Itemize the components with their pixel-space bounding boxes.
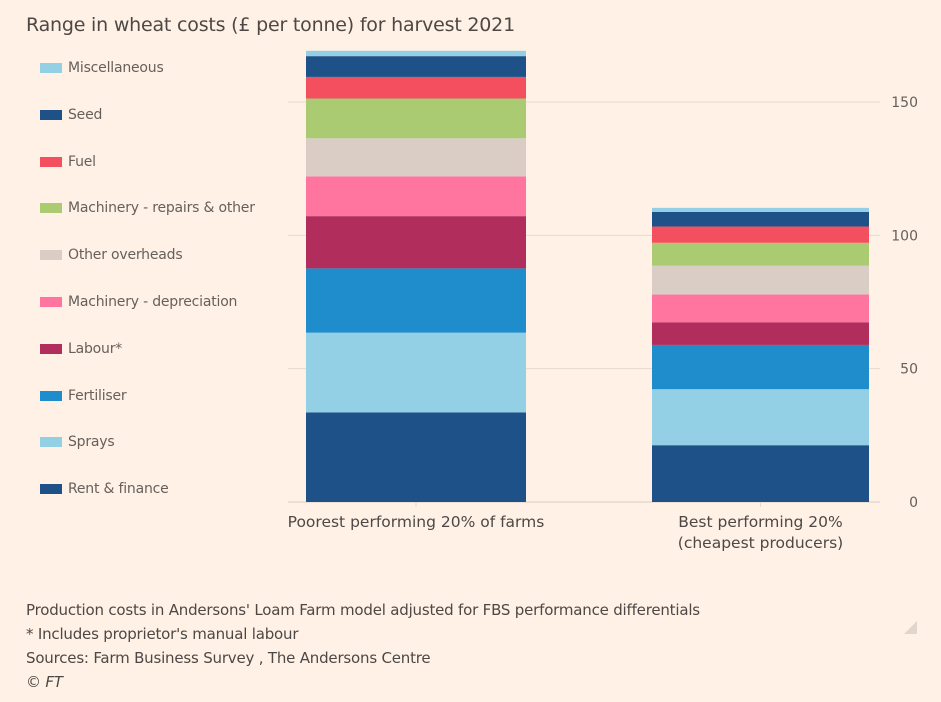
legend-swatch	[40, 203, 62, 214]
legend-label: Sprays	[68, 434, 115, 451]
legend-label: Seed	[68, 106, 103, 123]
bar-segment-fuel	[306, 76, 526, 99]
bar-segment-seed	[652, 211, 869, 227]
y-tick-label: 150	[891, 95, 918, 111]
chart-title: Range in wheat costs (£ per tonne) for h…	[26, 14, 515, 36]
footer-note: Production costs in Andersons' Loam Farm…	[26, 601, 700, 619]
legend-item-labour: Labour*	[40, 339, 122, 359]
y-tick-label: 100	[891, 228, 918, 244]
legend-swatch	[40, 156, 62, 167]
y-tick-label: 50	[900, 362, 918, 378]
legend-swatch	[40, 250, 62, 261]
bar-segment-miscellaneous	[652, 207, 869, 212]
footer-footnote: * Includes proprietor's manual labour	[26, 625, 299, 643]
legend-label: Fuel	[68, 153, 96, 170]
bar-segment-rent-finance	[652, 445, 869, 502]
bar-segment-sprays	[306, 332, 526, 413]
legend-item-fuel: Fuel	[40, 152, 96, 172]
legend-label: Labour*	[68, 340, 123, 357]
legend-label: Miscellaneous	[68, 60, 164, 76]
bar-segment-seed	[306, 56, 526, 77]
legend-swatch	[40, 109, 62, 120]
resize-handle-icon[interactable]	[904, 621, 917, 634]
legend-item-rent-finance: Rent & finance	[40, 479, 169, 499]
legend-swatch	[40, 343, 62, 354]
legend-swatch	[40, 437, 62, 448]
stacked-bar-chart: 0 50 100 150 Poorest performing 20% of farms…	[288, 50, 918, 552]
x-category-label: Best performing 20%	[678, 513, 842, 531]
bar-segment-other-overheads	[652, 265, 869, 295]
legend-item-miscellaneous: Miscellaneous	[40, 58, 164, 78]
legend-swatch	[40, 484, 62, 495]
legend-item-machinery-depreciation: Machinery - depreciation	[40, 292, 237, 312]
bar-segment-fertiliser	[652, 344, 869, 390]
chart-footer: Production costs in Andersons' Loam Farm…	[26, 598, 700, 694]
legend-item-seed: Seed	[40, 105, 102, 125]
x-category-label: (cheapest producers)	[678, 534, 843, 552]
legend-swatch	[40, 390, 62, 401]
legend-label: Rent & finance	[68, 481, 169, 498]
legend-label: Machinery - repairs & other	[68, 200, 255, 217]
legend-swatch	[40, 297, 62, 307]
legend-item-other-overheads: Other overheads	[40, 245, 183, 265]
legend-item-machinery-repairs-other: Machinery - repairs & other	[40, 198, 255, 218]
bar-segment-machinery-depreciation	[306, 176, 526, 217]
footer-copyright: © FT	[26, 673, 63, 691]
bar-segment-sprays	[652, 389, 869, 446]
bar-segment-other-overheads	[306, 138, 526, 177]
legend-label: Fertiliser	[68, 387, 127, 404]
bar-segment-machinery-repairs-other	[652, 242, 869, 266]
bar-segment-rent-finance	[306, 412, 526, 502]
bar-segment-machinery-repairs-other	[306, 98, 526, 139]
x-category-label: Poorest performing 20% of farms	[288, 513, 545, 531]
legend-item-fertiliser: Fertiliser	[40, 386, 127, 406]
legend-label: Other overheads	[68, 247, 183, 264]
legend-swatch	[40, 63, 62, 73]
bar-segment-labour	[652, 322, 869, 345]
bar-segment-machinery-depreciation	[652, 294, 869, 323]
legend-item-sprays: Sprays	[40, 432, 115, 452]
y-tick-label: 0	[909, 495, 918, 511]
bar-segment-labour	[306, 216, 526, 269]
legend-label: Machinery - depreciation	[68, 294, 238, 310]
bar-segment-miscellaneous	[306, 50, 526, 57]
bar-segment-fertiliser	[306, 268, 526, 333]
footer-sources: Sources: Farm Business Survey , The Ande…	[26, 649, 431, 667]
bar-segment-fuel	[652, 226, 869, 243]
